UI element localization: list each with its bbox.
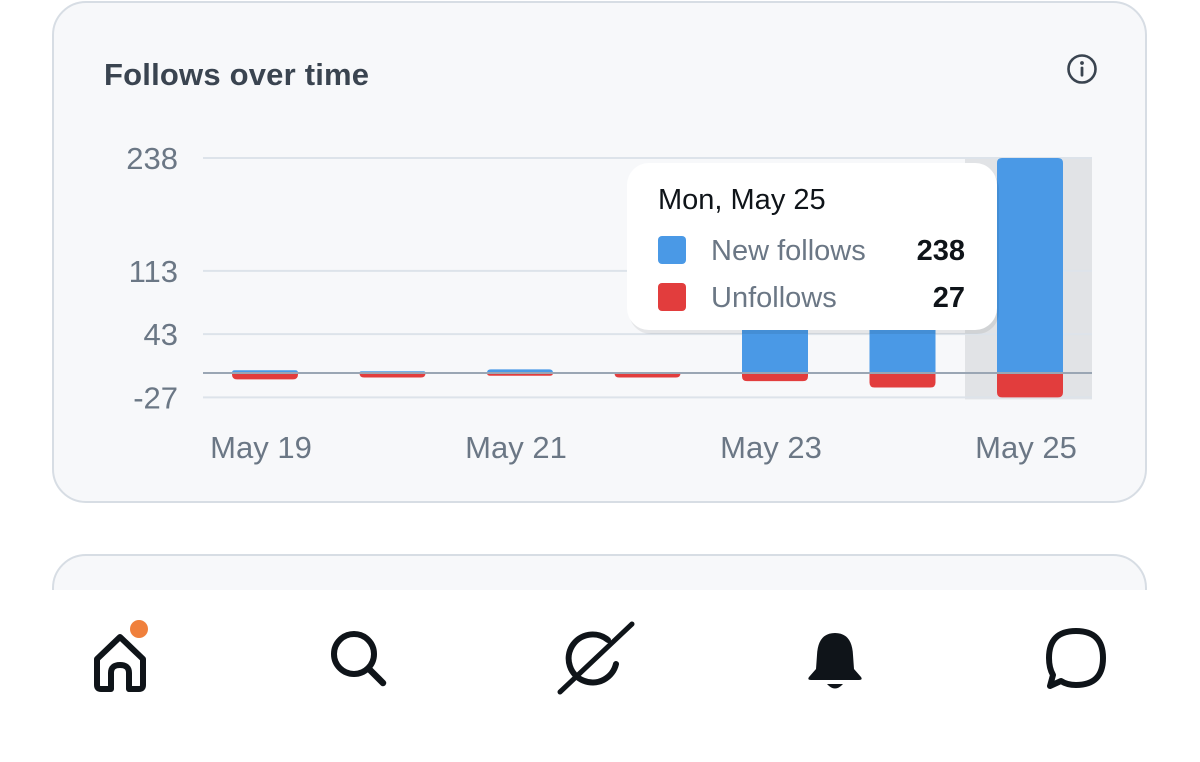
bar-new-follows	[997, 158, 1063, 373]
chat-bubble-icon	[1041, 623, 1111, 698]
tooltip-background	[627, 163, 997, 330]
bell-icon	[800, 623, 870, 698]
tooltip-series-value: 238	[917, 235, 965, 267]
tab-notifications[interactable]	[795, 620, 875, 700]
x-tick-label: May 19	[210, 430, 312, 465]
bar-unfollows	[742, 373, 808, 382]
home-icon	[85, 623, 155, 698]
follows-bar-chart[interactable]: 238 113 43 -27 May 19 May 21 May 23 May 25 Mon, …	[0, 0, 1200, 520]
x-tick-label: May 25	[975, 430, 1077, 465]
tooltip-title: Mon, May 25	[658, 184, 826, 216]
bar-unfollows	[869, 373, 936, 388]
grok-icon	[556, 618, 636, 703]
bottom-tab-bar	[0, 590, 1200, 762]
y-tick-label: 43	[144, 317, 178, 352]
x-tick-label: May 21	[465, 430, 567, 465]
search-icon	[323, 623, 393, 698]
tab-search[interactable]	[318, 620, 398, 700]
y-tick-label: 238	[126, 141, 178, 176]
chart-tooltip: Mon, May 25 New follows 238 Unfollows 27	[627, 163, 999, 334]
notification-dot	[130, 620, 148, 638]
bar-unfollows	[997, 373, 1063, 398]
bar-unfollows	[232, 373, 298, 380]
x-tick-label: May 23	[720, 430, 822, 465]
bar-unfollows	[614, 373, 681, 378]
tooltip-swatch	[658, 283, 686, 311]
info-circle-icon[interactable]	[1066, 53, 1098, 85]
tab-grok[interactable]	[556, 620, 636, 700]
tooltip-swatch	[658, 236, 686, 264]
tooltip-series-label: Unfollows	[711, 282, 837, 314]
tooltip-series-label: New follows	[711, 235, 866, 267]
tooltip-series-value: 27	[933, 282, 965, 314]
card-title: Follows over time	[104, 57, 370, 92]
y-tick-label: 113	[129, 254, 178, 289]
y-tick-label: -27	[133, 380, 178, 415]
tab-messages[interactable]	[1036, 620, 1116, 700]
bar-unfollows	[359, 373, 426, 378]
tab-home[interactable]	[80, 620, 160, 700]
